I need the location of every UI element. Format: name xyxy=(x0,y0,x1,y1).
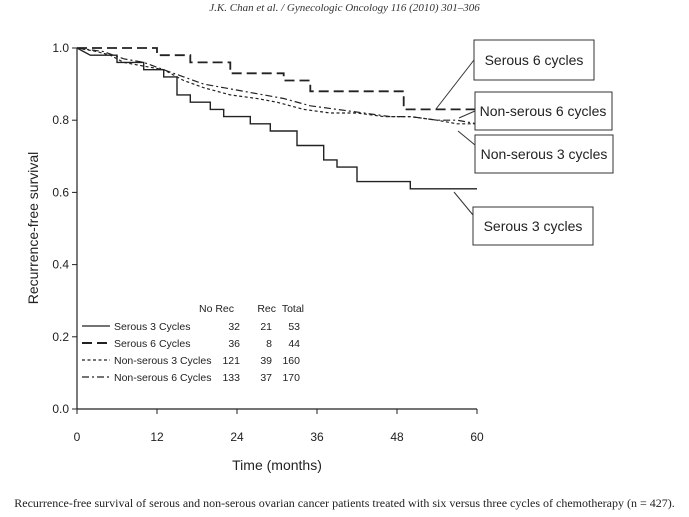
series-lines xyxy=(76,47,478,190)
legend-cell: 133 xyxy=(222,372,240,384)
legend-cell: 32 xyxy=(228,321,240,333)
legend-table: No Rec Rec Total Serous 3 Cycles 32 21 5… xyxy=(82,303,304,384)
callouts: Serous 6 cycles Non-serous 6 cycles Non-… xyxy=(435,39,614,246)
series-line-serous-6-cycles xyxy=(77,47,477,111)
legend-row: Non-serous 3 Cycles 121 39 160 xyxy=(82,355,300,367)
series-line-serous-3-cycles xyxy=(76,47,477,190)
legend-cell: 21 xyxy=(260,321,272,333)
axes xyxy=(76,48,477,410)
journal-header: J.K. Chan et al. / Gynecologic Oncology … xyxy=(209,2,480,14)
x-tick-label: 0 xyxy=(74,430,81,444)
callout-leader-serous-6 xyxy=(435,59,475,110)
legend-cell: 170 xyxy=(282,372,300,384)
callout-leader-serous-3 xyxy=(453,191,474,216)
y-tick-label: 0.2 xyxy=(52,330,69,344)
legend-label: Non-serous 3 Cycles xyxy=(114,355,211,367)
legend-label: Non-serous 6 Cycles xyxy=(114,372,211,384)
x-tick-label: 60 xyxy=(470,430,484,444)
y-tick-label: 0.4 xyxy=(52,258,69,272)
legend-cell: 37 xyxy=(260,372,272,384)
x-axis-title: Time (months) xyxy=(232,457,322,473)
callout-label-serous-3: Serous 3 cycles xyxy=(484,218,583,234)
series-line-non-serous-6-cycles xyxy=(76,47,478,125)
legend-row: Serous 6 Cycles 36 8 44 xyxy=(82,338,300,350)
y-tick-label: 1.0 xyxy=(52,41,69,55)
callout-label-serous-6: Serous 6 cycles xyxy=(485,52,584,68)
x-ticks: 0 12 24 36 48 60 xyxy=(74,409,484,444)
legend-cell: 44 xyxy=(288,338,300,350)
x-tick-label: 12 xyxy=(150,430,164,444)
x-tick-label: 48 xyxy=(390,430,404,444)
x-tick-label: 24 xyxy=(230,430,244,444)
callout-box-serous-3 xyxy=(472,206,594,246)
callout-box-nonserous-3 xyxy=(474,134,614,174)
survival-chart: 0.0 0.2 0.4 0.6 0.8 1.0 0 12 24 36 48 60 Recurrenc… xyxy=(25,39,614,473)
figure-caption: Recurrence-free survival of serous and n… xyxy=(14,496,675,510)
legend-col-header-norec: No Rec xyxy=(199,303,234,315)
legend-cell: 121 xyxy=(222,355,240,367)
legend-label: Serous 6 Cycles xyxy=(114,338,190,350)
callout-leader-nonserous-6 xyxy=(458,110,476,119)
legend-row: Serous 3 Cycles 32 21 53 xyxy=(82,321,300,333)
y-axis-title: Recurrence-free survival xyxy=(25,152,41,305)
series-line-non-serous-3-cycles xyxy=(76,47,477,125)
y-tick-label: 0.8 xyxy=(52,113,69,127)
y-tick-label: 0.0 xyxy=(52,402,69,416)
legend-cell: 8 xyxy=(266,338,272,350)
callout-box-serous-6 xyxy=(473,39,595,81)
legend-col-header-total: Total xyxy=(282,303,304,315)
x-tick-label: 36 xyxy=(310,430,324,444)
legend-col-header-rec: Rec xyxy=(257,303,276,315)
y-tick-label: 0.6 xyxy=(52,185,69,199)
legend-label: Serous 3 Cycles xyxy=(114,321,190,333)
callout-label-nonserous-3: Non-serous 3 cycles xyxy=(481,146,608,162)
legend-cell: 160 xyxy=(282,355,300,367)
legend-cell: 39 xyxy=(260,355,272,367)
legend-row: Non-serous 6 Cycles 133 37 170 xyxy=(82,372,300,384)
callout-label-nonserous-6: Non-serous 6 cycles xyxy=(480,103,607,119)
legend-cell: 53 xyxy=(288,321,300,333)
legend-cell: 36 xyxy=(228,338,240,350)
y-ticks: 0.0 0.2 0.4 0.6 0.8 1.0 xyxy=(52,41,77,416)
callout-leader-nonserous-3 xyxy=(457,130,476,146)
